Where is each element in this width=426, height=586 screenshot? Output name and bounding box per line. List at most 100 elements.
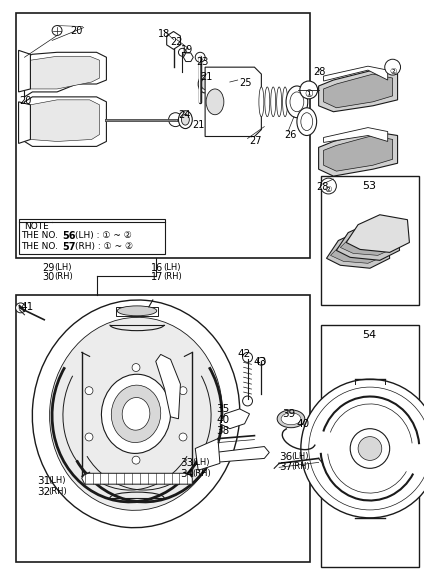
Text: 22: 22: [170, 38, 183, 47]
Circle shape: [178, 48, 186, 56]
Polygon shape: [30, 56, 99, 89]
Text: THE NO.: THE NO.: [21, 231, 61, 240]
Text: 30: 30: [42, 272, 55, 282]
Text: (RH): (RH): [290, 462, 309, 471]
Text: 41: 41: [20, 302, 34, 312]
Text: ①: ①: [304, 89, 312, 99]
Text: 37: 37: [279, 462, 292, 472]
Ellipse shape: [101, 374, 170, 454]
Circle shape: [300, 379, 426, 518]
Polygon shape: [195, 438, 219, 471]
Text: 38: 38: [216, 426, 229, 436]
Bar: [16, 13, 309, 258]
Polygon shape: [323, 66, 387, 81]
Polygon shape: [326, 231, 389, 268]
Text: 42: 42: [237, 349, 250, 359]
Text: (RH): (RH): [48, 487, 67, 496]
Circle shape: [308, 387, 426, 510]
Text: (LH): (LH): [192, 458, 209, 468]
Polygon shape: [155, 355, 180, 419]
Ellipse shape: [117, 306, 156, 316]
Bar: [320, 176, 418, 305]
Ellipse shape: [264, 87, 269, 117]
Circle shape: [257, 357, 265, 365]
Text: (LH) : ① ~ ②: (LH) : ① ~ ②: [75, 231, 131, 240]
Text: THE NO.: THE NO.: [21, 243, 61, 251]
Polygon shape: [330, 234, 385, 263]
Ellipse shape: [32, 300, 239, 527]
Text: 18: 18: [157, 29, 170, 39]
Circle shape: [178, 387, 187, 394]
Text: 35: 35: [216, 404, 229, 414]
Circle shape: [384, 59, 400, 75]
Text: NOTE: NOTE: [24, 222, 49, 231]
Bar: [320, 325, 418, 567]
Polygon shape: [30, 100, 99, 141]
Text: 57: 57: [62, 243, 75, 253]
Polygon shape: [214, 447, 269, 462]
Text: 56: 56: [62, 231, 75, 241]
Bar: [16, 295, 309, 563]
Text: 19: 19: [181, 45, 193, 55]
Polygon shape: [323, 74, 392, 108]
Text: 53: 53: [361, 181, 375, 191]
Polygon shape: [340, 227, 394, 255]
Text: 20: 20: [20, 96, 32, 106]
Text: (RH): (RH): [192, 469, 210, 478]
Text: 29: 29: [42, 263, 55, 273]
Ellipse shape: [280, 413, 300, 425]
Ellipse shape: [206, 89, 223, 115]
Text: 40: 40: [296, 419, 309, 429]
Ellipse shape: [49, 318, 222, 510]
Polygon shape: [18, 50, 30, 92]
Bar: [18, 219, 164, 254]
Polygon shape: [318, 70, 397, 112]
Text: 34: 34: [180, 469, 193, 479]
Text: 28: 28: [316, 182, 328, 192]
Ellipse shape: [201, 79, 209, 90]
Ellipse shape: [181, 114, 189, 125]
Text: 17: 17: [150, 272, 163, 282]
Ellipse shape: [296, 108, 316, 135]
Polygon shape: [345, 214, 409, 253]
Circle shape: [168, 113, 182, 127]
Polygon shape: [166, 32, 180, 49]
Text: 24: 24: [178, 110, 190, 120]
Circle shape: [320, 178, 336, 194]
Text: 43: 43: [253, 357, 266, 367]
Ellipse shape: [300, 113, 312, 131]
Polygon shape: [323, 135, 392, 171]
Polygon shape: [24, 52, 106, 97]
Polygon shape: [323, 128, 387, 142]
Circle shape: [85, 433, 93, 441]
Text: 54: 54: [361, 330, 375, 340]
Ellipse shape: [258, 87, 263, 117]
Circle shape: [132, 363, 140, 372]
Ellipse shape: [282, 87, 287, 117]
Text: 31: 31: [37, 476, 50, 486]
Ellipse shape: [285, 86, 307, 118]
Ellipse shape: [276, 87, 281, 117]
Text: ②: ②: [324, 186, 331, 195]
Circle shape: [178, 433, 187, 441]
Circle shape: [16, 303, 26, 313]
Ellipse shape: [122, 397, 150, 430]
Polygon shape: [318, 131, 397, 176]
Text: (RH) : ① ~ ②: (RH) : ① ~ ②: [75, 243, 132, 251]
Circle shape: [242, 396, 252, 406]
Circle shape: [132, 456, 140, 464]
Circle shape: [299, 81, 317, 99]
Text: (LH): (LH): [163, 263, 181, 272]
Text: (RH): (RH): [163, 272, 182, 281]
Polygon shape: [336, 223, 399, 260]
Text: 40: 40: [216, 415, 229, 425]
Polygon shape: [183, 53, 193, 62]
Text: 28: 28: [313, 67, 325, 77]
Text: 27: 27: [249, 137, 262, 146]
Circle shape: [357, 437, 381, 461]
Text: 21: 21: [200, 72, 212, 82]
Polygon shape: [116, 307, 157, 316]
Polygon shape: [18, 102, 30, 144]
Text: 33: 33: [180, 458, 193, 468]
Circle shape: [85, 387, 93, 394]
